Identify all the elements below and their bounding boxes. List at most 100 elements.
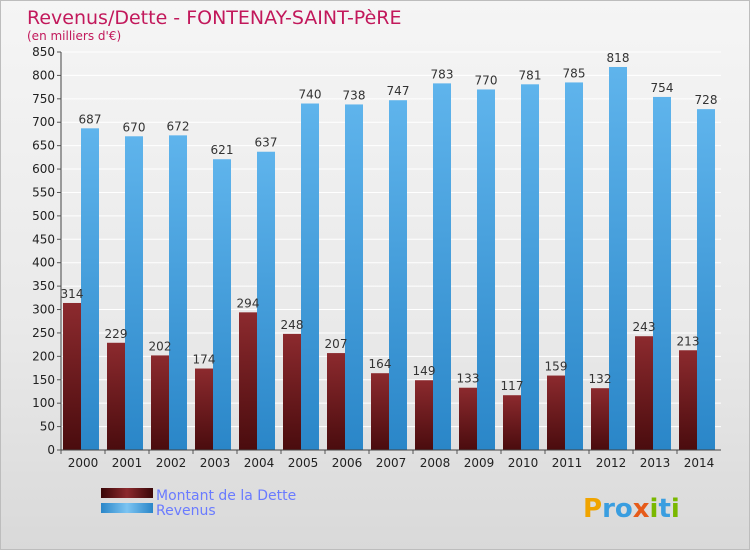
bar-dette: [679, 350, 697, 450]
data-label: 248: [281, 318, 304, 332]
y-tick-label: 800: [32, 68, 55, 82]
bar-revenus: [345, 104, 363, 450]
bar-dette: [283, 333, 301, 450]
x-tick-label: 2014: [684, 456, 715, 470]
legend-swatch-debt: [101, 488, 153, 498]
axes: [60, 52, 721, 451]
y-tick-label: 150: [32, 373, 55, 387]
bar-revenus: [81, 128, 99, 450]
x-tick-label: 2013: [640, 456, 671, 470]
legend-label-debt: Montant de la Dette: [156, 488, 296, 504]
data-label: 738: [343, 88, 366, 102]
x-tick-label: 2006: [332, 456, 363, 470]
x-tick-label: 2005: [288, 456, 319, 470]
data-label: 687: [79, 112, 102, 126]
bar-revenus: [565, 82, 583, 450]
data-label: 754: [651, 81, 674, 95]
data-label: 672: [167, 119, 190, 133]
bar-dette: [151, 355, 169, 450]
bar-dette: [591, 388, 609, 450]
x-tick-label: 2010: [508, 456, 539, 470]
x-tick-label: 2008: [420, 456, 451, 470]
bars: [63, 66, 715, 451]
data-labels: 314 687 229 670 202 672 174 621 294 637 248 740 207 7…: [61, 51, 718, 393]
y-tick-label: 500: [32, 209, 55, 223]
data-label: 781: [519, 68, 542, 82]
y-tick-label: 350: [32, 279, 55, 293]
data-label: 133: [457, 372, 480, 386]
y-tick-label: 850: [32, 45, 55, 59]
x-tick-label: 2007: [376, 456, 407, 470]
proxiti-logo: Proxiti: [583, 494, 680, 524]
chart-title: Revenus/Dette - FONTENAY-SAINT-PèRE: [27, 7, 401, 29]
data-label: 637: [255, 136, 278, 150]
bar-dette: [195, 368, 213, 450]
y-tick-label: 0: [47, 443, 55, 457]
bar-revenus: [433, 83, 451, 450]
bar-dette: [327, 353, 345, 450]
y-tick-label: 250: [32, 326, 55, 340]
data-label: 159: [545, 360, 568, 374]
data-label: 213: [677, 334, 700, 348]
bar-dette: [107, 342, 125, 450]
y-axis-ticks: 0 50 100 150 200 250 300 350 400 450 500 550 600 650 7…: [32, 45, 61, 457]
data-label: 229: [105, 327, 128, 341]
legend-swatch-revenus: [101, 503, 153, 513]
data-label: 740: [299, 88, 322, 102]
x-axis-ticks: 2000 2001 2002 2003 2004 2005 2006 2007 2008 2009…: [60, 450, 715, 470]
bar-revenus: [477, 89, 495, 450]
data-label: 783: [431, 67, 454, 81]
chart-subtitle: (en milliers d'€): [27, 29, 121, 43]
bar-revenus: [521, 84, 539, 451]
y-tick-label: 400: [32, 256, 55, 270]
data-label: 202: [149, 339, 172, 353]
x-tick-label: 2004: [244, 456, 275, 470]
y-tick-label: 100: [32, 396, 55, 410]
bar-dette: [635, 336, 653, 450]
bar-revenus: [653, 96, 671, 450]
data-label: 164: [369, 357, 392, 371]
bar-dette: [415, 380, 433, 450]
data-label: 818: [607, 51, 630, 65]
svg-text:Proxiti: Proxiti: [583, 494, 680, 524]
x-tick-label: 2012: [596, 456, 627, 470]
x-tick-label: 2000: [68, 456, 99, 470]
data-label: 785: [563, 66, 586, 80]
y-tick-label: 600: [32, 162, 55, 176]
y-tick-label: 650: [32, 139, 55, 153]
bar-revenus: [169, 135, 187, 450]
data-label: 174: [193, 353, 216, 367]
x-tick-label: 2003: [200, 456, 231, 470]
bar-dette: [503, 395, 521, 450]
data-label: 621: [211, 143, 234, 157]
bar-dette: [547, 375, 565, 450]
x-tick-label: 2009: [464, 456, 495, 470]
data-label: 728: [695, 93, 718, 107]
bar-revenus: [301, 103, 319, 450]
y-tick-label: 750: [32, 92, 55, 106]
bar-dette: [459, 387, 477, 450]
legend: Montant de la Dette Revenus: [101, 488, 296, 519]
legend-label-revenus: Revenus: [156, 503, 216, 519]
y-tick-label: 200: [32, 349, 55, 363]
bar-revenus: [213, 159, 231, 450]
bar-revenus: [697, 109, 715, 451]
y-tick-label: 450: [32, 232, 55, 246]
x-tick-label: 2001: [112, 456, 143, 470]
bar-revenus: [389, 100, 407, 450]
data-label: 747: [387, 84, 410, 98]
y-tick-label: 300: [32, 303, 55, 317]
data-label: 770: [475, 73, 498, 87]
y-tick-label: 550: [32, 185, 55, 199]
x-tick-label: 2011: [552, 456, 583, 470]
data-label: 294: [237, 296, 260, 310]
data-label: 132: [589, 372, 612, 386]
bar-dette: [63, 302, 81, 450]
y-tick-label: 700: [32, 115, 55, 129]
bar-revenus: [609, 66, 627, 451]
y-tick-label: 50: [40, 420, 55, 434]
data-label: 243: [633, 320, 656, 334]
data-label: 207: [325, 337, 348, 351]
